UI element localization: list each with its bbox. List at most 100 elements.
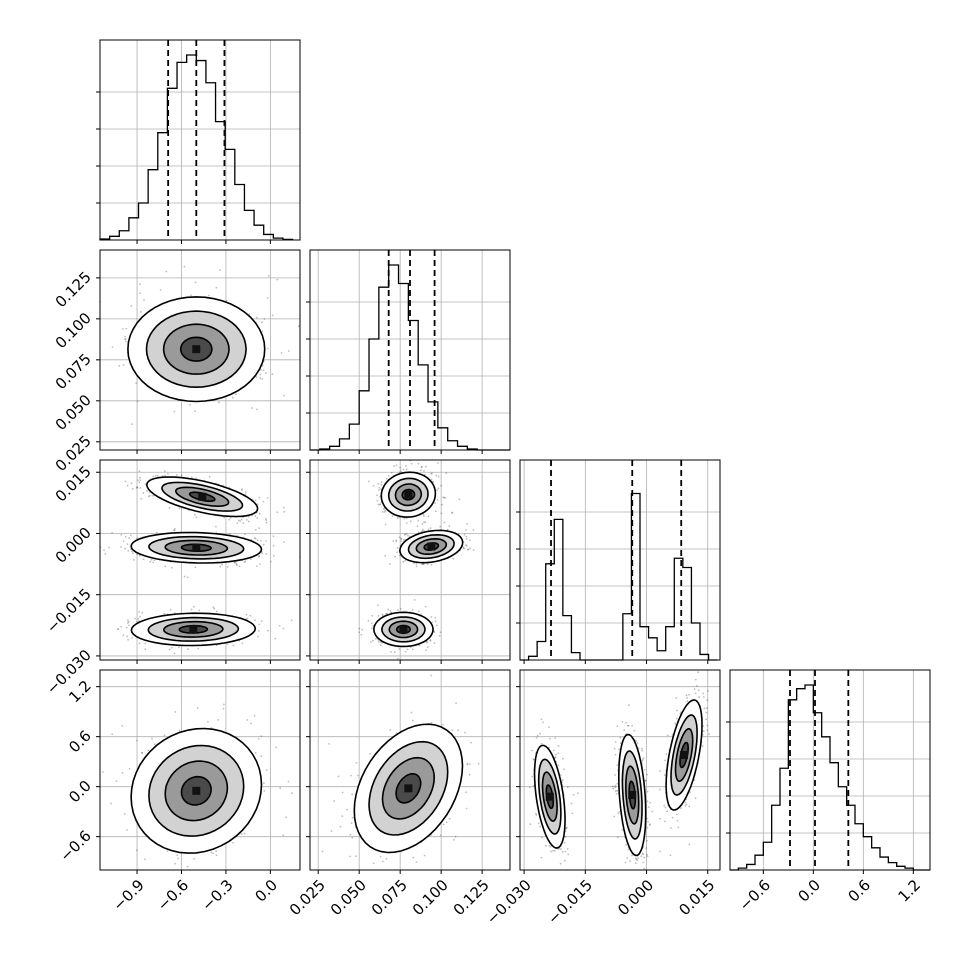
scatter-point (463, 533, 466, 536)
scatter-point (131, 637, 134, 639)
scatter-point (411, 648, 414, 651)
scatter-point (152, 561, 155, 564)
panel-content (102, 703, 293, 868)
scatter-point (283, 394, 285, 397)
scatter-point (256, 503, 259, 506)
scatter-point (361, 628, 364, 631)
scatter-point (404, 559, 407, 562)
scatter-point (254, 537, 257, 540)
scatter-point (430, 473, 433, 475)
scatter-point (126, 484, 129, 487)
scatter-point (124, 536, 127, 538)
scatter-point (260, 620, 263, 623)
panel-grid (730, 670, 930, 870)
scatter-point (108, 546, 110, 549)
scatter-point (386, 612, 388, 615)
scatter-point (254, 528, 257, 531)
scatter-point (435, 474, 438, 477)
scatter-point (155, 531, 158, 534)
scatter-point (136, 537, 139, 540)
scatter-point (367, 619, 370, 622)
scatter-point (469, 539, 471, 542)
scatter-point (190, 476, 193, 479)
scatter-point (415, 563, 418, 565)
scatter-point (451, 511, 454, 514)
scatter-point (169, 608, 172, 611)
scatter-point (139, 476, 141, 479)
scatter-point (173, 652, 176, 655)
scatter-point (271, 314, 274, 317)
scatter-point (190, 608, 193, 611)
scatter-point (371, 614, 374, 617)
scatter-point (465, 529, 467, 531)
scatter-point (258, 555, 260, 557)
scatter-point (143, 299, 145, 302)
scatter-point (397, 657, 399, 660)
scatter-point (125, 327, 128, 330)
scatter-point (166, 850, 169, 852)
scatter-point (136, 400, 139, 403)
panel-content (358, 460, 475, 660)
density-peak (399, 625, 408, 634)
scatter-point (124, 547, 127, 550)
histogram-step (730, 684, 930, 871)
scatter-point (111, 733, 114, 736)
scatter-point (261, 330, 264, 333)
scatter-point (372, 485, 375, 487)
scatter-point (147, 495, 150, 498)
scatter-point (423, 470, 425, 472)
scatter-point (254, 515, 257, 517)
scatter-point (124, 480, 127, 483)
scatter-point (226, 566, 229, 568)
scatter-point (390, 651, 392, 653)
scatter-point (129, 534, 132, 537)
scatter-point (244, 493, 247, 496)
scatter-point (237, 519, 240, 522)
scatter-point (260, 369, 262, 371)
scatter-point (256, 316, 258, 319)
scatter-point (429, 527, 432, 529)
scatter-point (443, 496, 446, 499)
scatter-point (219, 565, 222, 568)
scatter-point (379, 644, 382, 646)
scatter-point (139, 311, 142, 313)
scatter-point (261, 378, 264, 380)
scatter-point (117, 628, 120, 630)
scatter-point (118, 365, 121, 367)
scatter-point (267, 347, 269, 350)
scatter-point (422, 563, 425, 566)
scatter-point (165, 270, 168, 273)
scatter-point (402, 560, 405, 563)
scatter-point (246, 719, 249, 721)
scatter-point (258, 512, 261, 515)
scatter-point (135, 486, 138, 489)
scatter-point (266, 497, 269, 499)
scatter-point (412, 562, 415, 565)
scatter-point (194, 410, 196, 413)
scatter-point (423, 521, 425, 524)
scatter-point (377, 615, 380, 617)
scatter-point (287, 350, 290, 352)
scatter-point (126, 543, 129, 545)
scatter-point (427, 528, 430, 531)
scatter-point (381, 642, 383, 644)
scatter-point (255, 376, 258, 378)
scatter-point (111, 532, 113, 534)
scatter-point (256, 517, 259, 519)
scatter-point (141, 751, 143, 754)
scatter-point (258, 623, 260, 626)
scatter-point (159, 289, 162, 291)
scatter-point (465, 538, 468, 540)
scatter-point (441, 503, 443, 506)
scatter-point (405, 522, 408, 524)
scatter-point (421, 563, 424, 565)
scatter-point (396, 551, 398, 554)
scatter-point (466, 548, 469, 551)
scatter-point (170, 566, 173, 569)
scatter-point (396, 517, 399, 519)
scatter-point (167, 473, 169, 475)
scatter-point (120, 625, 122, 628)
scatter-point (241, 489, 243, 492)
scatter-point (142, 558, 145, 561)
scatter-point (232, 644, 235, 647)
